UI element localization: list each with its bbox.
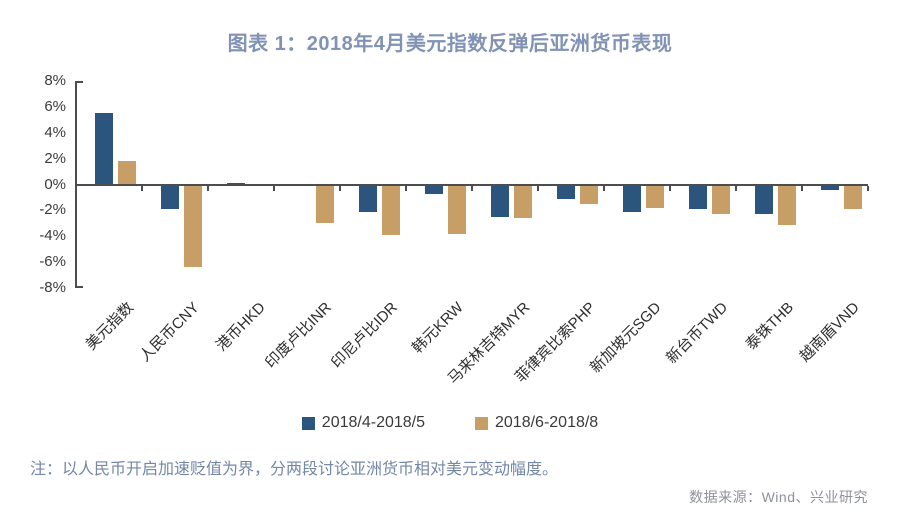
legend-item-series2: 2018/6-2018/8 <box>475 414 598 432</box>
category-label: 美元指数 <box>82 299 138 354</box>
legend-item-series1: 2018/4-2018/5 <box>301 414 425 432</box>
y-axis-tick-label: 0% <box>44 175 66 193</box>
y-axis-tick-label: 6% <box>44 97 66 115</box>
bar-series2 <box>778 184 796 225</box>
bar-series1 <box>623 184 641 212</box>
y-axis-end-tick <box>77 81 83 83</box>
y-axis-tick-label: -6% <box>39 253 66 271</box>
bar-series1 <box>359 184 377 212</box>
x-axis-tick <box>141 185 143 191</box>
y-axis-tick-label: 8% <box>44 72 66 89</box>
legend-swatch-icon <box>475 416 488 430</box>
bar-series1 <box>689 184 707 210</box>
bar-series2 <box>844 184 862 210</box>
x-axis-tick <box>801 185 803 191</box>
x-axis-tick <box>603 185 605 191</box>
bar-series2 <box>514 184 532 219</box>
bar-series2 <box>580 184 598 204</box>
legend-swatch-icon <box>301 416 315 430</box>
chart-footnote: 注：以人民币开启加速贬值为界，分两段讨论亚洲货币相对美元变动幅度。 <box>30 461 559 478</box>
bar-series1 <box>95 113 113 185</box>
category-label: 新台币TWD <box>663 299 732 367</box>
y-axis-tick-label: -4% <box>39 227 66 245</box>
x-axis-tick <box>537 185 539 191</box>
bar-series1 <box>161 184 179 210</box>
y-axis-tick-label: -2% <box>39 201 66 219</box>
x-axis-tick <box>339 185 341 191</box>
bar-series2 <box>184 184 202 268</box>
y-axis-end-tick <box>77 286 83 288</box>
x-axis-tick <box>867 185 869 191</box>
category-label: 印度卢比INR <box>262 299 336 372</box>
y-axis-tick-label: -8% <box>39 279 66 296</box>
x-axis-line <box>75 183 868 186</box>
category-label: 人民币CNY <box>136 299 204 366</box>
bar-series2 <box>118 161 136 185</box>
category-label: 韩元KRW <box>409 299 468 357</box>
x-axis-tick <box>207 185 209 191</box>
chart-legend: 2018/4-2018/5 2018/6-2018/8 <box>0 414 900 432</box>
bar-series2 <box>448 184 466 234</box>
category-label: 越南盾VND <box>796 299 864 366</box>
category-label: 港币HKD <box>213 299 270 355</box>
bar-series1 <box>755 184 773 215</box>
bar-series1 <box>425 184 443 194</box>
bar-series1 <box>557 184 575 199</box>
category-label: 泰铢THB <box>742 299 798 354</box>
bar-series1 <box>821 184 839 190</box>
data-source-label: 数据来源：Wind、兴业研究 <box>689 489 868 505</box>
bar-series2 <box>646 184 664 208</box>
x-axis-tick <box>405 185 407 191</box>
legend-label: 2018/6-2018/8 <box>495 414 599 431</box>
legend-label: 2018/4-2018/5 <box>321 414 425 431</box>
category-label: 印尼卢比IDR <box>328 299 402 372</box>
y-axis-tick-label: 2% <box>44 149 66 167</box>
bar-series2 <box>316 184 334 224</box>
chart-title: 图表 1：2018年4月美元指数反弹后亚洲货币表现 <box>227 33 673 55</box>
x-axis-tick <box>669 185 671 191</box>
x-axis-tick <box>471 185 473 191</box>
bar-series2 <box>382 184 400 235</box>
y-axis-tick-label: 4% <box>44 123 66 141</box>
bar-series2 <box>712 184 730 215</box>
bar-series1 <box>491 184 509 217</box>
x-axis-tick <box>273 185 275 191</box>
x-axis-tick <box>735 185 737 191</box>
